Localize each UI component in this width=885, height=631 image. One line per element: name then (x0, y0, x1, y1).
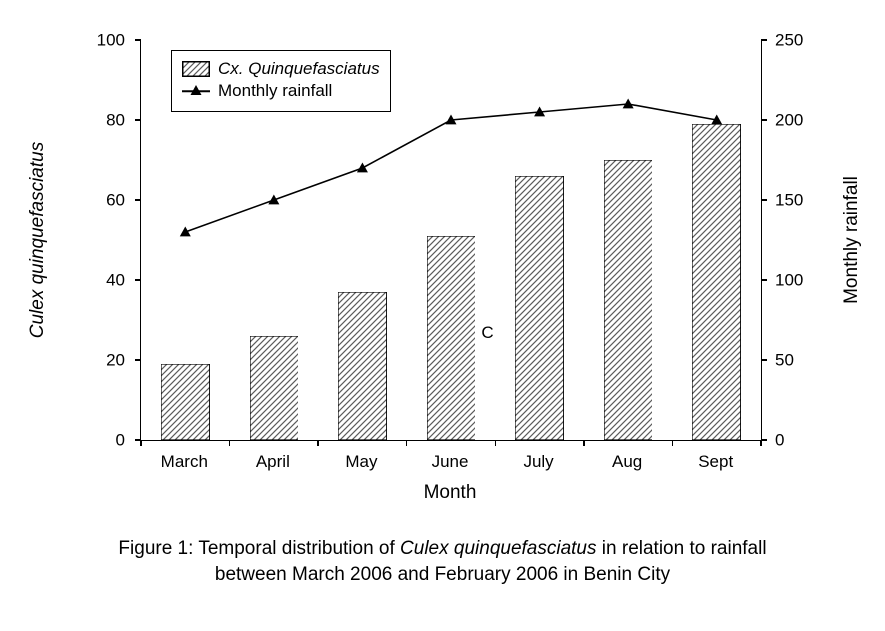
bar (427, 236, 476, 440)
x-category-label: May (345, 452, 377, 472)
y-right-tick-label: 0 (775, 432, 784, 449)
y-right-tick-label: 200 (775, 112, 803, 129)
legend: Cx. Quinquefasciatus Monthly rainfall (171, 50, 391, 112)
y-left-tick-label: 40 (106, 272, 125, 289)
x-category-label: April (256, 452, 290, 472)
y-left-tick-label: 20 (106, 352, 125, 369)
chart-container: Culex quinquefasciatus Monthly rainfall … (20, 20, 865, 587)
x-category-label: July (523, 452, 553, 472)
bar (604, 160, 653, 440)
legend-label-bar: Cx. Quinquefasciatus (218, 59, 380, 79)
chart-area: Culex quinquefasciatus Monthly rainfall … (20, 20, 865, 520)
legend-swatch-bar (182, 61, 210, 77)
bar (338, 292, 387, 440)
figure-caption: Figure 1: Temporal distribution of Culex… (83, 536, 803, 587)
x-category-label: March (161, 452, 208, 472)
legend-label-line: Monthly rainfall (218, 81, 332, 101)
y-right-tick-label: 150 (775, 192, 803, 209)
legend-item-bar: Cx. Quinquefasciatus (182, 59, 380, 79)
annotation-c: C (481, 323, 493, 343)
x-category-label: Sept (698, 452, 733, 472)
bar (515, 176, 564, 440)
y-left-tick-label: 80 (106, 112, 125, 129)
y-axis-right-ticks: 050100150200250 (765, 40, 865, 440)
line-marker (623, 99, 634, 109)
caption-prefix: Figure 1: Temporal distribution of (118, 538, 400, 559)
y-left-tick-label: 0 (116, 432, 125, 449)
y-axis-left-ticks: 020406080100 (20, 40, 135, 440)
line-marker (357, 163, 368, 173)
x-axis-title: Month (140, 482, 760, 504)
caption-species: Culex quinquefasciatus (400, 538, 596, 559)
x-category-label: Aug (612, 452, 642, 472)
y-left-tick-label: 100 (97, 32, 125, 49)
bar (161, 364, 210, 440)
y-right-tick-label: 250 (775, 32, 803, 49)
legend-item-line: Monthly rainfall (182, 81, 380, 101)
y-left-tick-label: 60 (106, 192, 125, 209)
legend-swatch-line (182, 84, 210, 98)
x-category-label: June (432, 452, 469, 472)
x-axis-category-labels: March April May June July Aug Sept (140, 452, 760, 476)
y-right-tick-label: 50 (775, 352, 794, 369)
y-right-tick-label: 100 (775, 272, 803, 289)
plot-region: Cx. Quinquefasciatus Monthly rainfall C (140, 40, 762, 441)
bar (250, 336, 299, 440)
bar (692, 124, 741, 440)
